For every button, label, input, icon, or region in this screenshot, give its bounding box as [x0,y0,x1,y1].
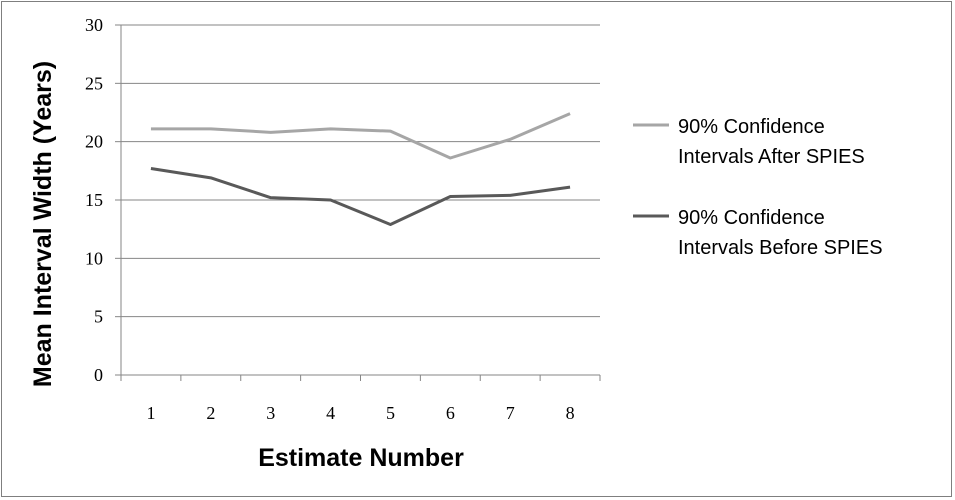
legend-label-before-line1: 90% Confidence [678,207,825,229]
x-tick-label: 7 [506,403,515,423]
legend-item-before: 90% Confidence Intervals Before SPIES [633,207,883,259]
y-tick-label: 0 [94,365,103,385]
axes [120,25,601,381]
gridlines [115,24,600,376]
x-tick-label: 8 [566,403,575,423]
x-tick-label: 2 [206,403,215,423]
y-tick-label: 5 [94,307,103,327]
y-axis-title: Mean Interval Width (Years) [29,61,57,387]
series-line-before-spies [150,167,571,226]
x-axis-title: Estimate Number [258,444,464,472]
x-tick-labels: 1 2 3 4 5 6 7 8 [146,403,574,423]
x-tick-label: 5 [386,403,395,423]
y-tick-label: 30 [85,15,103,35]
legend-label-before-line2: Intervals Before SPIES [678,237,883,259]
y-tick-label: 25 [85,73,103,93]
y-tick-label: 15 [85,190,103,210]
legend-label-after-line2: Intervals After SPIES [678,146,865,168]
legend: 90% Confidence Intervals After SPIES 90%… [633,116,883,259]
y-tick-label: 20 [85,132,103,152]
series-line-after-spies [150,112,571,160]
x-tick-label: 1 [146,403,155,423]
x-tick-label: 4 [326,403,335,423]
legend-item-after: 90% Confidence Intervals After SPIES [633,116,865,168]
legend-label-after-line1: 90% Confidence [678,116,825,138]
x-tick-label: 3 [266,403,275,423]
y-tick-label: 10 [85,248,103,268]
x-tick-label: 6 [446,403,455,423]
y-tick-labels: 0 5 10 15 20 25 30 [85,15,103,385]
series-lines [150,112,571,226]
